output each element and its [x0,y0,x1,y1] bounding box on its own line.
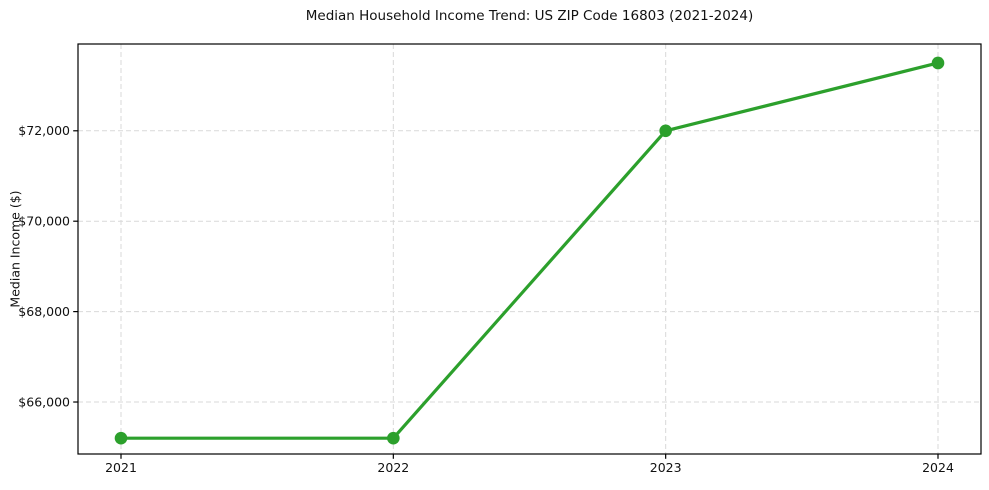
data-point-2021 [114,431,128,445]
plot-border [77,43,982,455]
x-tick-label: 2021 [105,460,137,475]
data-point-2024 [931,56,945,70]
y-tick-label: $68,000 [18,304,70,319]
chart-title: Median Household Income Trend: US ZIP Co… [305,8,754,24]
data-point-2023 [659,124,672,138]
data-point-2022 [387,431,400,445]
x-tick-label: 2022 [377,460,409,475]
x-tick-label: 2023 [650,460,682,475]
x-tick-label: 2024 [922,460,954,475]
y-tick-label: $70,000 [18,213,70,228]
trend-line [119,61,940,440]
y-tick-label: $66,000 [18,394,70,409]
y-tick-label: $72,000 [18,123,70,138]
